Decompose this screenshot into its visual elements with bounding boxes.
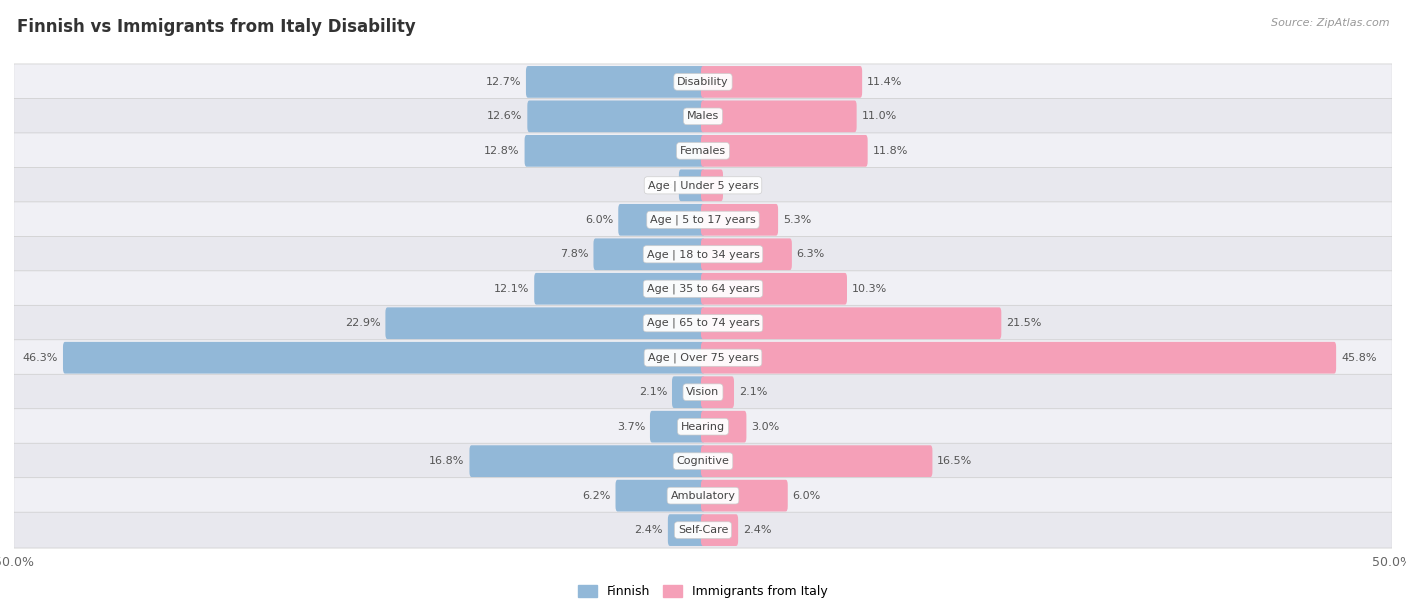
Text: 46.3%: 46.3% — [22, 353, 58, 363]
Text: Vision: Vision — [686, 387, 720, 397]
Text: Age | 18 to 34 years: Age | 18 to 34 years — [647, 249, 759, 259]
Text: Ambulatory: Ambulatory — [671, 491, 735, 501]
FancyBboxPatch shape — [14, 512, 1392, 548]
Text: Age | 5 to 17 years: Age | 5 to 17 years — [650, 215, 756, 225]
Text: 12.1%: 12.1% — [494, 284, 530, 294]
FancyBboxPatch shape — [702, 376, 734, 408]
FancyBboxPatch shape — [14, 99, 1392, 134]
FancyBboxPatch shape — [702, 411, 747, 442]
Text: 45.8%: 45.8% — [1341, 353, 1376, 363]
Text: Age | Under 5 years: Age | Under 5 years — [648, 180, 758, 190]
Text: Age | 65 to 74 years: Age | 65 to 74 years — [647, 318, 759, 329]
Text: 12.6%: 12.6% — [486, 111, 523, 121]
FancyBboxPatch shape — [672, 376, 704, 408]
FancyBboxPatch shape — [593, 239, 704, 270]
FancyBboxPatch shape — [702, 514, 738, 546]
Text: 6.0%: 6.0% — [793, 491, 821, 501]
FancyBboxPatch shape — [702, 342, 1336, 373]
FancyBboxPatch shape — [470, 446, 704, 477]
Text: 6.0%: 6.0% — [585, 215, 613, 225]
FancyBboxPatch shape — [702, 480, 787, 512]
Text: 2.1%: 2.1% — [738, 387, 768, 397]
Text: 6.3%: 6.3% — [797, 249, 825, 259]
Text: 11.0%: 11.0% — [862, 111, 897, 121]
Text: Hearing: Hearing — [681, 422, 725, 431]
FancyBboxPatch shape — [14, 409, 1392, 444]
FancyBboxPatch shape — [702, 100, 856, 132]
FancyBboxPatch shape — [63, 342, 704, 373]
Text: 22.9%: 22.9% — [344, 318, 381, 328]
Legend: Finnish, Immigrants from Italy: Finnish, Immigrants from Italy — [574, 580, 832, 603]
Text: 1.3%: 1.3% — [728, 181, 756, 190]
Text: Age | Over 75 years: Age | Over 75 years — [648, 353, 758, 363]
Text: Source: ZipAtlas.com: Source: ZipAtlas.com — [1271, 18, 1389, 28]
FancyBboxPatch shape — [702, 307, 1001, 339]
FancyBboxPatch shape — [702, 446, 932, 477]
Text: 2.4%: 2.4% — [742, 525, 772, 535]
FancyBboxPatch shape — [534, 273, 704, 305]
Text: 16.5%: 16.5% — [938, 456, 973, 466]
FancyBboxPatch shape — [702, 66, 862, 98]
FancyBboxPatch shape — [526, 66, 704, 98]
FancyBboxPatch shape — [14, 64, 1392, 100]
FancyBboxPatch shape — [524, 135, 704, 166]
FancyBboxPatch shape — [702, 170, 723, 201]
Text: 21.5%: 21.5% — [1007, 318, 1042, 328]
FancyBboxPatch shape — [14, 133, 1392, 169]
Text: 16.8%: 16.8% — [429, 456, 464, 466]
FancyBboxPatch shape — [679, 170, 704, 201]
FancyBboxPatch shape — [702, 135, 868, 166]
Text: 2.4%: 2.4% — [634, 525, 664, 535]
Text: 10.3%: 10.3% — [852, 284, 887, 294]
FancyBboxPatch shape — [14, 478, 1392, 513]
FancyBboxPatch shape — [14, 375, 1392, 410]
FancyBboxPatch shape — [616, 480, 704, 512]
FancyBboxPatch shape — [14, 236, 1392, 272]
Text: 5.3%: 5.3% — [783, 215, 811, 225]
FancyBboxPatch shape — [702, 204, 778, 236]
Text: 3.7%: 3.7% — [617, 422, 645, 431]
Text: 2.1%: 2.1% — [638, 387, 668, 397]
FancyBboxPatch shape — [702, 239, 792, 270]
FancyBboxPatch shape — [14, 443, 1392, 479]
Text: 11.8%: 11.8% — [873, 146, 908, 156]
Text: Self-Care: Self-Care — [678, 525, 728, 535]
FancyBboxPatch shape — [702, 273, 846, 305]
Text: Females: Females — [681, 146, 725, 156]
Text: 12.8%: 12.8% — [484, 146, 520, 156]
Text: Males: Males — [688, 111, 718, 121]
Text: 6.2%: 6.2% — [582, 491, 610, 501]
Text: Finnish vs Immigrants from Italy Disability: Finnish vs Immigrants from Italy Disabil… — [17, 18, 416, 36]
FancyBboxPatch shape — [14, 340, 1392, 376]
Text: Age | 35 to 64 years: Age | 35 to 64 years — [647, 283, 759, 294]
Text: 7.8%: 7.8% — [560, 249, 589, 259]
Text: Cognitive: Cognitive — [676, 456, 730, 466]
Text: Disability: Disability — [678, 77, 728, 87]
Text: 12.7%: 12.7% — [485, 77, 522, 87]
FancyBboxPatch shape — [668, 514, 704, 546]
FancyBboxPatch shape — [14, 168, 1392, 203]
Text: 11.4%: 11.4% — [868, 77, 903, 87]
Text: 1.6%: 1.6% — [645, 181, 673, 190]
FancyBboxPatch shape — [14, 271, 1392, 307]
FancyBboxPatch shape — [650, 411, 704, 442]
Text: 3.0%: 3.0% — [751, 422, 779, 431]
FancyBboxPatch shape — [14, 202, 1392, 237]
FancyBboxPatch shape — [527, 100, 704, 132]
FancyBboxPatch shape — [14, 305, 1392, 341]
FancyBboxPatch shape — [385, 307, 704, 339]
FancyBboxPatch shape — [619, 204, 704, 236]
